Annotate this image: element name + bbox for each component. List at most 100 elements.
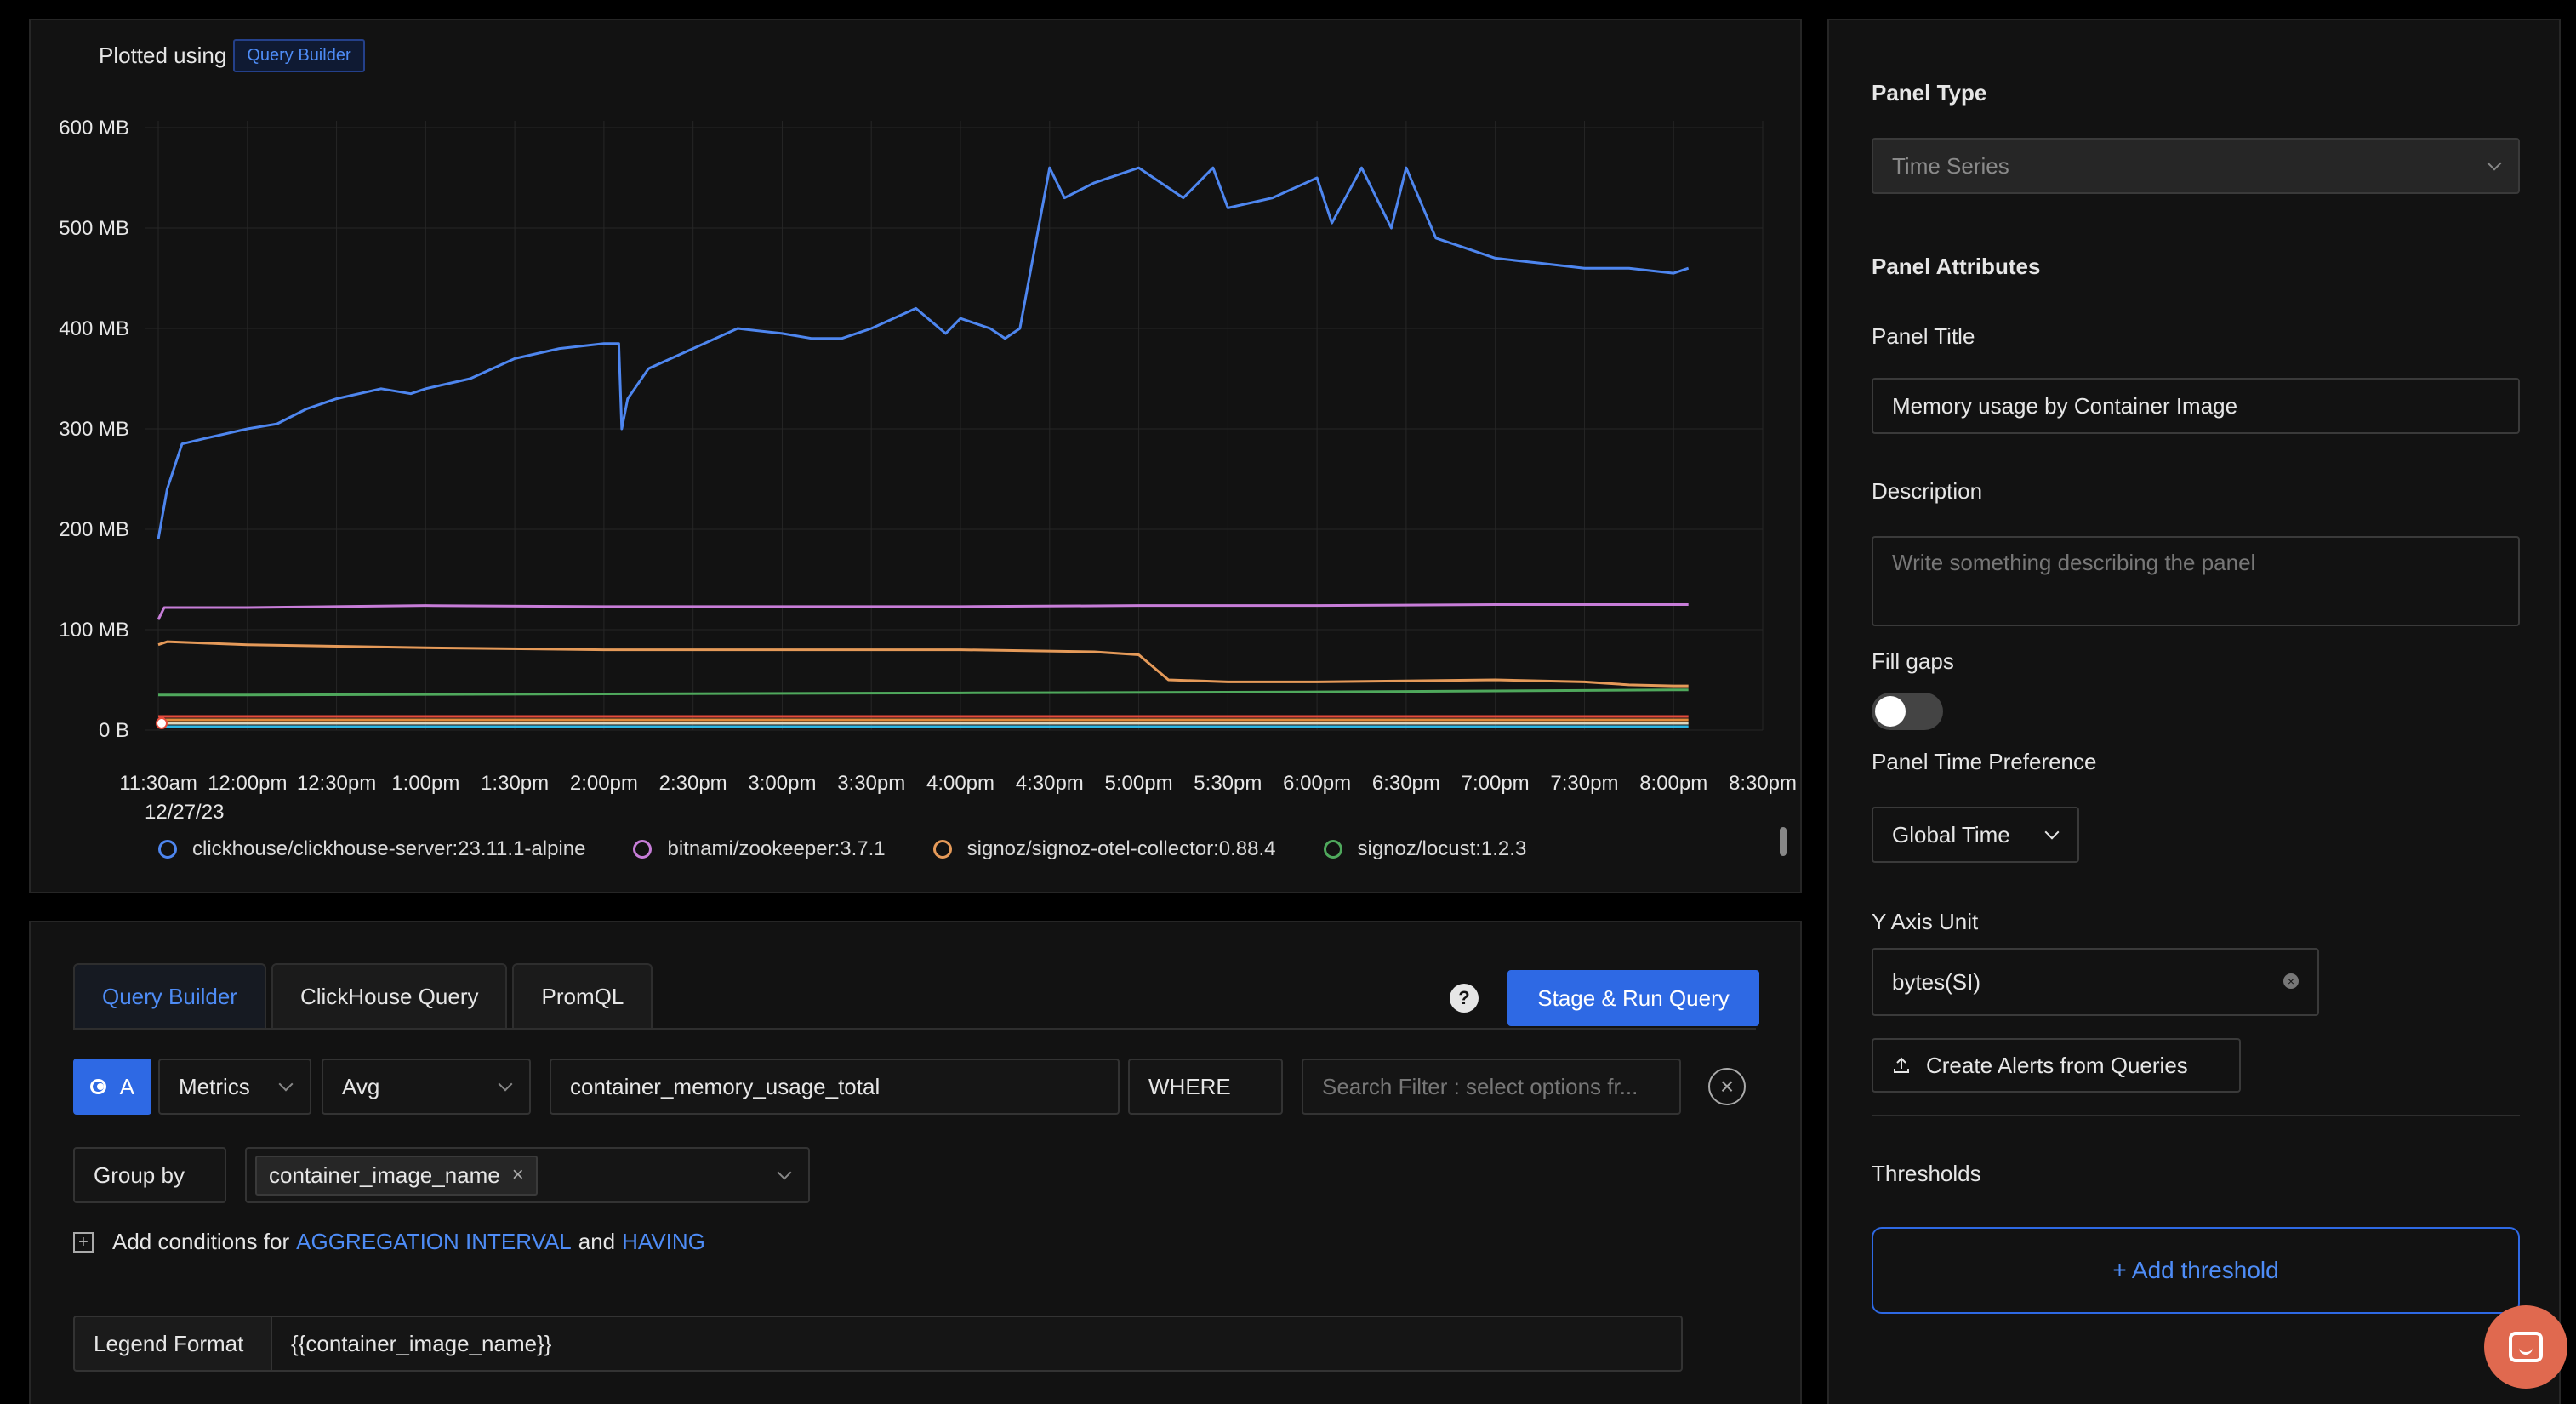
query-tabs: Query Builder ClickHouse Query PromQL (73, 963, 653, 1028)
legend-item[interactable]: signoz/locust:1.2.3 (1323, 837, 1527, 861)
x-tick-label: 11:30am (119, 772, 197, 795)
cursor-point (156, 717, 168, 729)
tab-clickhouse-query[interactable]: ClickHouse Query (271, 963, 508, 1028)
close-icon[interactable]: × (511, 1163, 524, 1186)
series-line-2 (157, 640, 1689, 688)
group-by-chip: container_image_name × (255, 1155, 538, 1196)
add-threshold-button[interactable]: + Add threshold (1872, 1227, 2520, 1314)
x-tick-label: 8:00pm (1639, 772, 1707, 795)
panel-title-label: Panel Title (1872, 323, 1975, 349)
tab-promql[interactable]: PromQL (512, 963, 653, 1028)
data-source-select[interactable]: Metrics (158, 1059, 311, 1115)
panel-title-value: Memory usage by Container Image (1892, 392, 2238, 419)
x-tick-label: 6:30pm (1372, 772, 1440, 795)
aggregate-select[interactable]: Avg (322, 1059, 531, 1115)
chevron-down-icon (2044, 825, 2060, 840)
chart-panel: Plotted using Query Builder 11:30am 12:00… (29, 19, 1802, 893)
metric-input[interactable]: container_memory_usage_total (550, 1059, 1120, 1115)
query-a-toggle[interactable]: A (73, 1059, 151, 1115)
chart-legend: clickhouse/clickhouse-server:23.11.1-alp… (158, 837, 1526, 861)
create-alerts-button[interactable]: Create Alerts from Queries (1872, 1038, 2241, 1093)
toggle-knob (1875, 696, 1906, 727)
y-tick-label: 500 MB (59, 217, 129, 240)
legend-item[interactable]: bitnami/zookeeper:3.7.1 (633, 837, 886, 861)
search-filter-input[interactable]: Search Filter : select options fr... (1302, 1059, 1681, 1115)
legend-scrollbar[interactable] (1780, 827, 1787, 856)
time-preference-value: Global Time (1892, 821, 2010, 848)
group-by-chip-label: container_image_name (269, 1161, 500, 1188)
group-by-label-box: Group by (73, 1147, 226, 1203)
legend-swatch (1323, 840, 1342, 859)
y-tick-label: 0 B (99, 719, 129, 742)
expand-plus-icon[interactable]: + (73, 1231, 94, 1253)
query-letter: A (119, 1073, 134, 1099)
legend-format-input[interactable]: {{container_image_name}} (272, 1316, 1683, 1372)
y-axis-unit-select[interactable]: bytes(SI) × (1872, 948, 2319, 1016)
x-tick-label: 1:30pm (481, 772, 549, 795)
group-by-label: Group by (94, 1161, 185, 1188)
group-by-row: Group by container_image_name × (73, 1147, 810, 1203)
series-line-0 (157, 166, 1690, 540)
legend-format-label: Legend Format (94, 1330, 244, 1356)
having-link[interactable]: HAVING (622, 1229, 705, 1254)
legend-swatch (158, 840, 177, 859)
group-by-select[interactable]: container_image_name × (245, 1147, 810, 1203)
legend-format-row: Legend Format {{container_image_name}} (73, 1316, 1683, 1372)
where-label-box: WHERE (1128, 1059, 1283, 1115)
remove-query-icon[interactable]: × (1708, 1068, 1746, 1105)
y-axis-unit-label: Y Axis Unit (1872, 909, 1979, 934)
stage-run-query-button[interactable]: Stage & Run Query (1507, 970, 1759, 1026)
description-placeholder: Write something describing the panel (1892, 550, 2256, 575)
time-preference-select[interactable]: Global Time (1872, 807, 2079, 863)
x-tick-label: 3:30pm (837, 772, 905, 795)
legend-label: clickhouse/clickhouse-server:23.11.1-alp… (192, 837, 586, 860)
legend-label: bitnami/zookeeper:3.7.1 (667, 837, 886, 860)
plotted-using: Plotted using Query Builder (99, 39, 365, 72)
conditions-prefix: Add conditions for (112, 1229, 290, 1254)
aggregation-interval-link[interactable]: AGGREGATION INTERVAL (296, 1229, 572, 1254)
tab-query-builder[interactable]: Query Builder (73, 963, 266, 1028)
y-tick-label: 300 MB (59, 418, 129, 441)
legend-format-label-box: Legend Format (73, 1316, 272, 1372)
plotted-using-label: Plotted using (99, 43, 227, 68)
description-textarea[interactable]: Write something describing the panel (1872, 536, 2520, 626)
x-tick-label: 12:30pm (297, 772, 376, 795)
series-line-3 (158, 688, 1689, 697)
legend-label: signoz/locust:1.2.3 (1357, 837, 1527, 860)
chevron-down-icon (498, 1076, 513, 1092)
legend-swatch (633, 840, 653, 859)
legend-label: signoz/signoz-otel-collector:0.88.4 (966, 837, 1276, 860)
chat-support-button[interactable] (2484, 1305, 2567, 1389)
chevron-down-icon (278, 1076, 294, 1092)
legend-format-value: {{container_image_name}} (291, 1330, 552, 1356)
legend-swatch (932, 840, 952, 859)
chevron-down-icon (777, 1165, 792, 1180)
x-tick-label: 4:00pm (926, 772, 994, 795)
time-series-chart[interactable]: 11:30am 12:00pm 12:30pm 1:00pm 1:30pm 2:00pm 2… (31, 20, 1804, 895)
y-tick-label: 200 MB (59, 518, 129, 541)
x-tick-label: 5:00pm (1105, 772, 1173, 795)
panel-type-select: Time Series (1872, 138, 2520, 194)
clear-icon[interactable]: × (2283, 973, 2299, 989)
description-label: Description (1872, 478, 1983, 504)
x-tick-label: 8:30pm (1729, 772, 1797, 795)
x-tick-label: 12:00pm (208, 772, 287, 795)
help-icon[interactable]: ? (1450, 984, 1479, 1013)
legend-item[interactable]: signoz/signoz-otel-collector:0.88.4 (932, 837, 1276, 861)
search-filter-placeholder: Search Filter : select options fr... (1322, 1073, 1638, 1099)
series-line-1 (157, 603, 1689, 620)
legend-item[interactable]: clickhouse/clickhouse-server:23.11.1-alp… (158, 837, 585, 861)
panel-attributes-heading: Panel Attributes (1872, 254, 2041, 279)
aggregate-value: Avg (342, 1073, 380, 1099)
x-tick-label: 1:00pm (391, 772, 459, 795)
x-date-label: 12/27/23 (145, 801, 224, 824)
fill-gaps-toggle[interactable] (1872, 693, 1943, 730)
thresholds-label: Thresholds (1872, 1161, 1981, 1186)
settings-panel: Panel Type Time Series Panel Attributes … (1827, 19, 2561, 1404)
x-tick-label: 6:00pm (1283, 772, 1351, 795)
chevron-down-icon (2487, 156, 2502, 171)
add-conditions-row: + Add conditions for AGGREGATION INTERVA… (73, 1229, 705, 1255)
x-tick-label: 5:30pm (1194, 772, 1262, 795)
fill-gaps-label: Fill gaps (1872, 648, 1954, 674)
panel-title-input[interactable]: Memory usage by Container Image (1872, 378, 2520, 434)
